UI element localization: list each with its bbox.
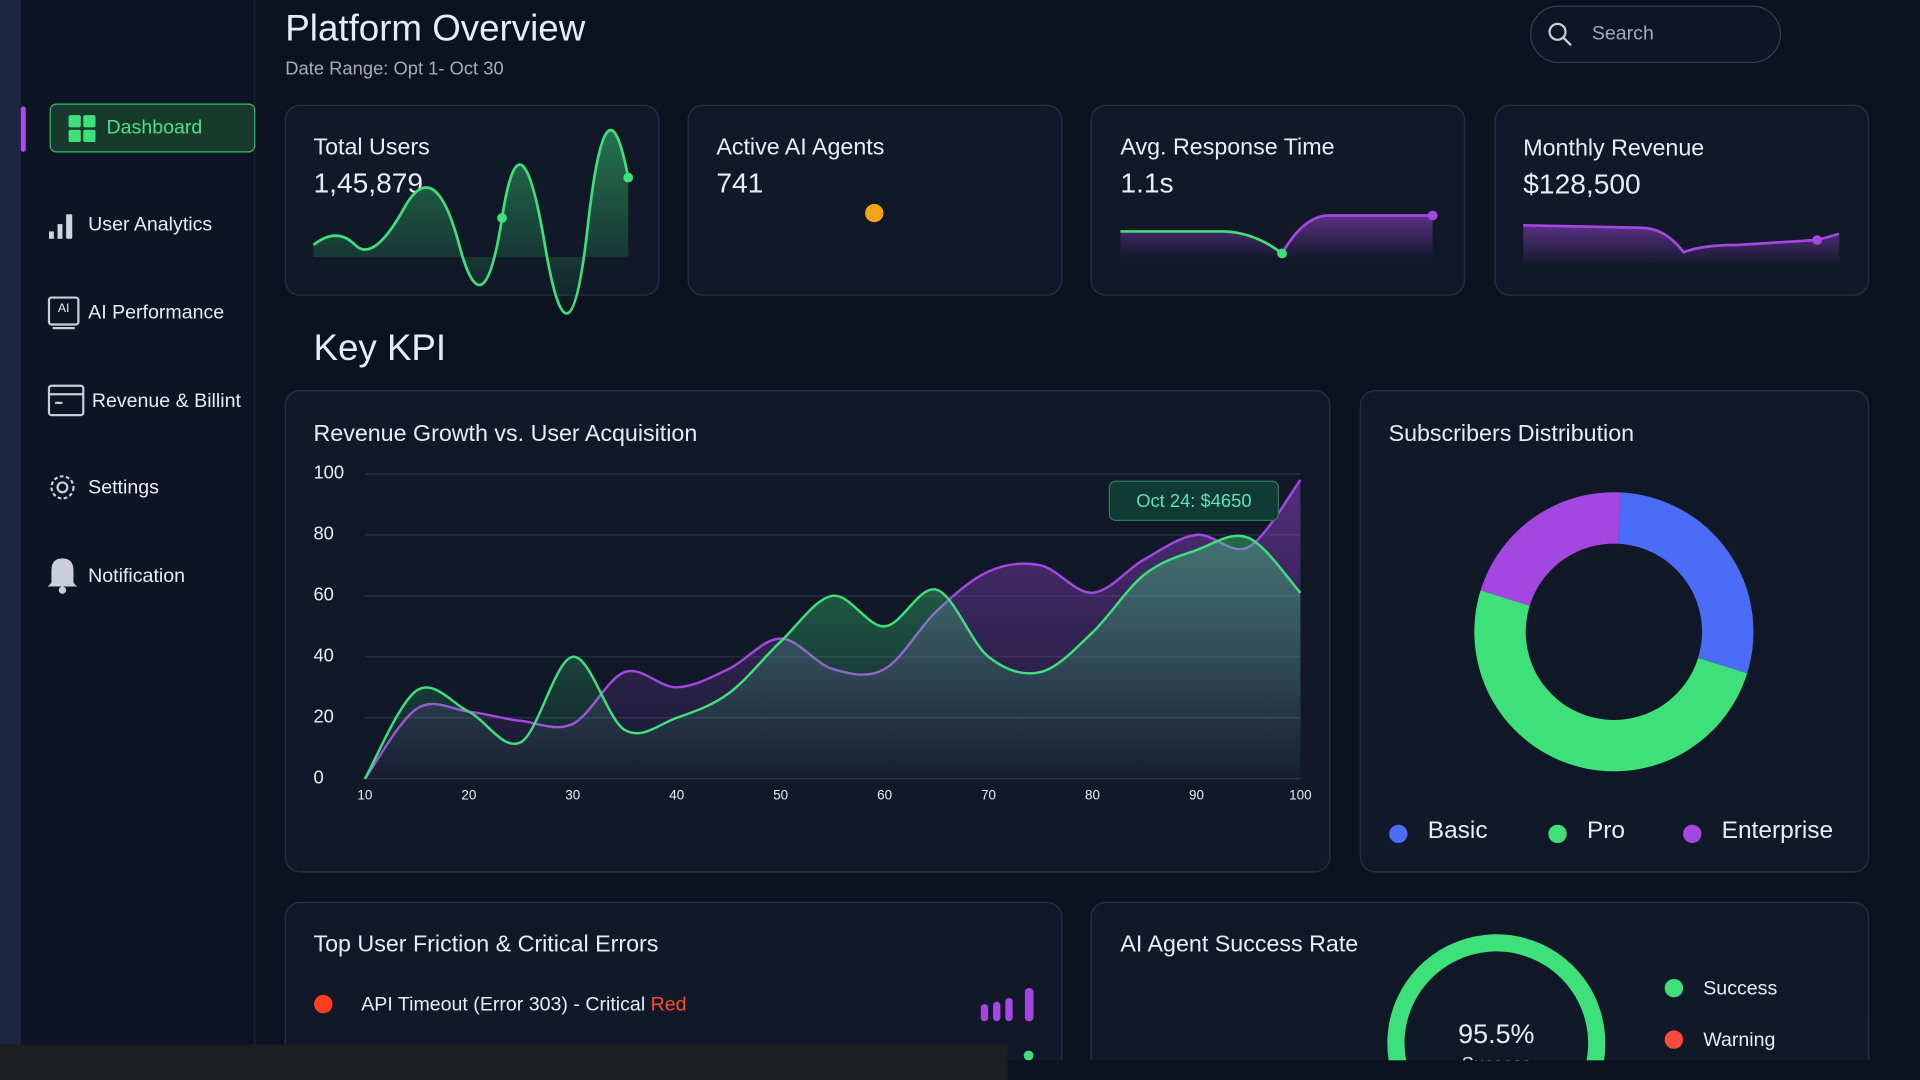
date-range: Date Range: Opt 1- Oct 30 xyxy=(285,58,503,79)
x-tick-label: 90 xyxy=(1189,787,1204,802)
kpi-label: Total Users xyxy=(313,133,429,159)
donut-chart: Basic Pro Enterprise xyxy=(1389,492,1833,844)
chart-title: Revenue Growth vs. User Acquisition xyxy=(313,420,697,446)
card-title: Top User Friction & Critical Errors xyxy=(313,930,658,956)
y-tick-label: 100 xyxy=(313,462,344,483)
bottom-fill xyxy=(1007,1060,1920,1080)
chart-card xyxy=(1359,389,1870,873)
nav-item[interactable]: Revenue & Billint xyxy=(92,390,242,412)
search-icon xyxy=(1548,22,1567,41)
tooltip xyxy=(1108,480,1279,522)
errors-card xyxy=(284,901,1063,1061)
dashboard-icon xyxy=(68,115,96,143)
video-strip xyxy=(0,1044,1008,1080)
bars-icon xyxy=(980,988,1034,1061)
legend-dot xyxy=(1683,824,1702,844)
nav-item[interactable]: AI Performance xyxy=(88,302,224,324)
search-box[interactable] xyxy=(1530,5,1782,64)
nav-active[interactable] xyxy=(49,103,256,153)
kpi-value: 1.1s xyxy=(1120,167,1173,198)
sidebar xyxy=(20,0,255,1080)
kpi-card xyxy=(687,104,1063,296)
x-tick-label: 60 xyxy=(877,787,892,802)
donut-segment xyxy=(1618,492,1754,674)
x-tick-label: 40 xyxy=(669,787,684,802)
nav-item[interactable]: Notification xyxy=(88,565,185,587)
legend-label: Basic xyxy=(1428,817,1488,844)
gauge-label: Success xyxy=(1462,1053,1531,1074)
x-tick-label: 80 xyxy=(1085,787,1100,802)
card-title: AI Agent Success Rate xyxy=(1120,930,1358,956)
y-tick-label: 0 xyxy=(313,767,323,788)
section-title: Key KPI xyxy=(313,327,446,368)
error-item: API Timeout (Error 303) - Critical Red xyxy=(361,993,686,1015)
kpi-label: Monthly Revenue xyxy=(1523,135,1704,161)
svg-text:AI: AI xyxy=(58,301,70,315)
error-text: API Timeout (Error 303) - Critical xyxy=(361,993,645,1015)
sparkline xyxy=(1523,223,1840,264)
gauge-chart: 95.5% Success Success Warning xyxy=(1387,934,1777,1074)
kpi-label: Active AI Agents xyxy=(716,133,884,159)
kpi-value: 1,45,879 xyxy=(313,167,423,198)
gauge-value: 95.5% xyxy=(1458,1019,1534,1049)
status-dot xyxy=(865,203,884,223)
donut-segment xyxy=(1474,590,1748,772)
legend-dot xyxy=(1389,824,1408,844)
gauge-arc xyxy=(1387,934,1606,1061)
y-tick-label: 20 xyxy=(313,706,333,727)
legend-label: Warning xyxy=(1703,1029,1775,1051)
y-tick-label: 60 xyxy=(313,584,333,605)
kpi-value: 741 xyxy=(716,167,763,198)
settings-icon xyxy=(50,475,75,500)
y-tick-label: 80 xyxy=(313,523,333,544)
search-icon xyxy=(1562,37,1572,47)
legend-dot xyxy=(1664,978,1684,998)
legend-dot xyxy=(1548,824,1567,844)
nav-item[interactable]: User Analytics xyxy=(88,213,212,235)
x-tick-label: 70 xyxy=(981,787,996,802)
series-line xyxy=(363,534,1302,780)
chart-title: Subscribers Distribution xyxy=(1389,420,1635,446)
x-tick-label: 50 xyxy=(773,787,788,802)
legend-label: Success xyxy=(1703,978,1777,1000)
sparkline xyxy=(1120,210,1438,259)
ai-icon: AI xyxy=(47,296,80,330)
error-dot xyxy=(314,994,333,1014)
sparkline xyxy=(312,128,634,315)
error-severity: Red xyxy=(651,993,687,1015)
active-indicator xyxy=(20,106,26,152)
x-tick-label: 20 xyxy=(461,787,476,802)
series-area xyxy=(364,535,1301,779)
legend-dot xyxy=(1664,1030,1684,1049)
kpi-value: $128,500 xyxy=(1523,169,1640,200)
edge xyxy=(0,0,21,1080)
nav-item[interactable]: Dashboard xyxy=(107,117,203,139)
x-tick-label: 100 xyxy=(1289,787,1311,802)
donut-segment xyxy=(1480,492,1621,606)
x-tick-label: 10 xyxy=(357,787,372,802)
gauge-card xyxy=(1090,901,1870,1061)
x-tick-label: 30 xyxy=(565,787,580,802)
tooltip-text: Oct 24: $4650 xyxy=(1136,490,1251,511)
analytics-icon xyxy=(48,214,73,239)
bell-icon xyxy=(47,558,78,594)
legend-label: Pro xyxy=(1587,817,1625,844)
nav-item[interactable]: Settings xyxy=(88,477,159,499)
search-placeholder[interactable]: Search xyxy=(1592,22,1654,44)
page-title: Platform Overview xyxy=(285,7,585,48)
line-chart: 0 20 40 60 80 100 10 20 30 50 40 60 70 80 90 100 xyxy=(313,462,1311,803)
y-tick-label: 40 xyxy=(313,645,333,666)
kpi-label: Avg. Response Time xyxy=(1120,133,1334,159)
billing-icon xyxy=(47,384,85,417)
legend-label: Enterprise xyxy=(1722,817,1834,844)
